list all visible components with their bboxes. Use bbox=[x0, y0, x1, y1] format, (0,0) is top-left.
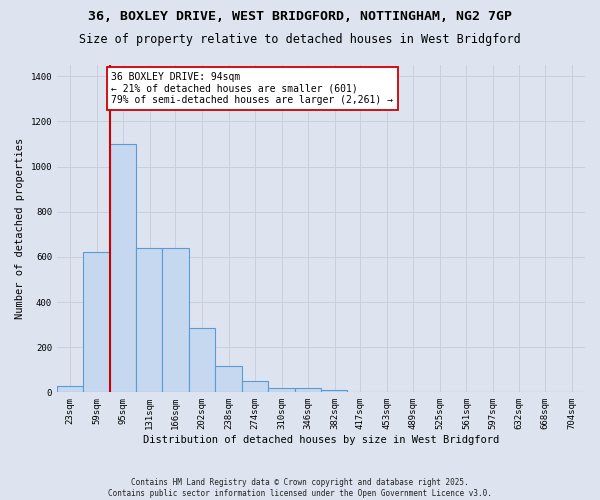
Bar bbox=[242, 381, 268, 392]
Text: 36 BOXLEY DRIVE: 94sqm
← 21% of detached houses are smaller (601)
79% of semi-de: 36 BOXLEY DRIVE: 94sqm ← 21% of detached… bbox=[112, 72, 394, 105]
Bar bbox=[57, 386, 83, 392]
Text: Contains HM Land Registry data © Crown copyright and database right 2025.
Contai: Contains HM Land Registry data © Crown c… bbox=[108, 478, 492, 498]
Y-axis label: Number of detached properties: Number of detached properties bbox=[15, 138, 25, 320]
Bar bbox=[162, 248, 189, 392]
Bar bbox=[215, 366, 242, 392]
Bar bbox=[189, 328, 215, 392]
Bar bbox=[295, 388, 322, 392]
Bar bbox=[136, 248, 162, 392]
Text: Size of property relative to detached houses in West Bridgford: Size of property relative to detached ho… bbox=[79, 32, 521, 46]
Bar bbox=[322, 390, 347, 392]
Bar bbox=[268, 388, 295, 392]
Text: 36, BOXLEY DRIVE, WEST BRIDGFORD, NOTTINGHAM, NG2 7GP: 36, BOXLEY DRIVE, WEST BRIDGFORD, NOTTIN… bbox=[88, 10, 512, 23]
X-axis label: Distribution of detached houses by size in West Bridgford: Distribution of detached houses by size … bbox=[143, 435, 499, 445]
Bar bbox=[83, 252, 110, 392]
Bar bbox=[110, 144, 136, 392]
